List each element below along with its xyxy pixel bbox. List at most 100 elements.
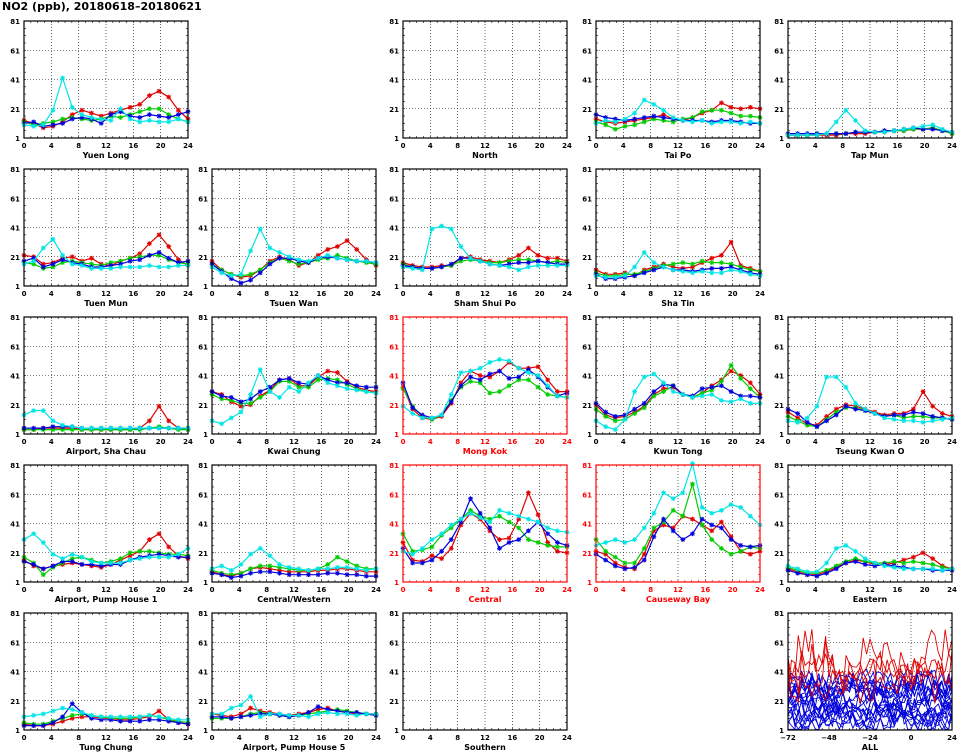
x-tick-label: 8	[264, 586, 269, 594]
x-tick-label: 12	[480, 438, 490, 446]
y-tick-label: 81	[582, 166, 592, 174]
x-tick-label: 16	[507, 290, 517, 298]
x-tick-label: 0	[22, 142, 27, 150]
series-markers	[785, 107, 955, 138]
series-markers	[400, 507, 570, 557]
chart-panel: 0 4 8 12 16 20 24 1 21 41 61 81 Sham Shui Po	[389, 166, 572, 308]
y-tick-label: 21	[774, 402, 784, 410]
y-tick-label: 41	[389, 225, 399, 233]
panel-title: Sham Shui Po	[454, 299, 517, 308]
x-tick-label: 20	[156, 438, 166, 446]
x-tick-label: 20	[344, 290, 354, 298]
plot-frame	[595, 20, 761, 139]
plot-frame	[211, 316, 377, 435]
chart-panel: 0 4 8 12 16 20 24 1 21 41 61 81 Mong Kok	[389, 314, 572, 456]
plot-frame	[211, 612, 377, 731]
x-tick-label: 24	[183, 290, 193, 298]
plot-frame	[23, 316, 189, 435]
y-tick-label: 1	[15, 283, 20, 291]
x-tick-label: 0	[594, 586, 599, 594]
x-tick-label: 16	[507, 142, 517, 150]
y-tick-label: 61	[10, 47, 20, 55]
x-tick-label: 8	[264, 290, 269, 298]
x-tick-label: 4	[237, 438, 242, 446]
x-tick-label: 12	[865, 586, 875, 594]
x-tick-label: 16	[316, 586, 326, 594]
y-tick-label: 21	[389, 550, 399, 558]
x-tick-label: 0	[909, 734, 914, 742]
y-tick-label: 61	[198, 639, 208, 647]
y-tick-label: 81	[774, 314, 784, 322]
x-tick-label: 16	[700, 438, 710, 446]
chart-panel: 0 4 8 12 16 20 24 1 21 41 61 81 Tseung Kwan O	[774, 314, 957, 456]
x-tick-label: 12	[673, 438, 683, 446]
y-tick-label: 21	[774, 698, 784, 706]
y-tick-label: 41	[198, 669, 208, 677]
plot-frame	[787, 612, 953, 731]
x-tick-label: 12	[289, 438, 299, 446]
y-tick-label: 41	[774, 77, 784, 85]
y-tick-label: 81	[389, 314, 399, 322]
x-tick-label: 8	[840, 438, 845, 446]
plot-frame	[787, 316, 953, 435]
page-title: NO2 (ppb), 20180618–20180621	[2, 0, 202, 13]
panel-title: Southern	[464, 743, 506, 752]
y-tick-label: 81	[774, 18, 784, 26]
chart-panel: 0 4 8 12 16 20 24 1 21 41 61 81 Kwai Chung	[198, 314, 381, 456]
panel-title: Central/Western	[257, 595, 331, 604]
x-tick-label: 12	[101, 734, 111, 742]
x-tick-label: 24	[183, 734, 193, 742]
series-markers	[21, 236, 191, 271]
x-tick-label: 4	[621, 290, 626, 298]
chart-panel: 0 4 8 12 16 20 24 1 21 41 61 81 Kwun Tong	[582, 314, 765, 456]
chart-panel: 0 4 8 12 16 20 24 1 21 41 61 81 Central/Western	[198, 462, 381, 604]
x-tick-label: 12	[480, 586, 490, 594]
x-tick-label: 20	[344, 586, 354, 594]
y-tick-label: 41	[10, 77, 20, 85]
y-tick-label: 41	[10, 669, 20, 677]
x-tick-label: 0	[401, 290, 406, 298]
x-tick-label: 24	[562, 290, 572, 298]
x-tick-label: 8	[648, 586, 653, 594]
y-tick-label: 81	[198, 610, 208, 618]
x-tick-label: 12	[865, 438, 875, 446]
series-markers	[21, 531, 191, 566]
x-tick-label: 24	[562, 586, 572, 594]
y-tick-label: 41	[389, 521, 399, 529]
y-tick-label: 1	[394, 727, 399, 735]
y-tick-label: 61	[198, 491, 208, 499]
x-tick-label: 0	[786, 142, 791, 150]
x-tick-label: 8	[648, 438, 653, 446]
y-tick-label: 21	[198, 698, 208, 706]
x-tick-label: 12	[480, 734, 490, 742]
y-tick-label: 41	[774, 521, 784, 529]
y-tick-label: 61	[389, 47, 399, 55]
panel-title: Tseung Kwan O	[836, 447, 905, 456]
y-tick-label: 21	[10, 402, 20, 410]
y-tick-label: 81	[10, 314, 20, 322]
x-tick-label: 20	[535, 290, 545, 298]
plot-frame	[402, 612, 568, 731]
x-tick-label: 24	[947, 586, 957, 594]
chart-panel: 0 4 8 12 16 20 24 1 21 41 61 81 Tap Mun	[774, 18, 957, 160]
x-tick-label: 16	[507, 734, 517, 742]
x-tick-label: 16	[128, 142, 138, 150]
series-markers	[593, 516, 763, 572]
series-markers	[785, 543, 955, 575]
x-tick-label: 0	[594, 290, 599, 298]
x-tick-label: 0	[22, 290, 27, 298]
series-markers	[593, 100, 763, 126]
x-tick-label: 20	[728, 438, 738, 446]
y-tick-label: 61	[10, 195, 20, 203]
x-tick-label: 16	[316, 734, 326, 742]
x-tick-label: 20	[535, 734, 545, 742]
y-tick-label: 61	[774, 47, 784, 55]
x-tick-label: 24	[183, 438, 193, 446]
y-tick-label: 41	[10, 225, 20, 233]
x-tick-label: 4	[428, 142, 433, 150]
x-tick-label: 20	[156, 142, 166, 150]
x-tick-label: 4	[813, 142, 818, 150]
panel-title: Airport, Pump House 5	[243, 743, 346, 752]
x-tick-label: 0	[594, 142, 599, 150]
y-tick-label: 61	[10, 343, 20, 351]
